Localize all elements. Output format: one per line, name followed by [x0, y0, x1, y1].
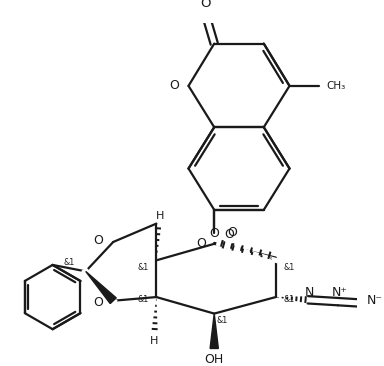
Text: O: O	[209, 227, 219, 240]
Text: O: O	[200, 0, 210, 10]
Text: CH₃: CH₃	[326, 81, 346, 91]
Text: &1: &1	[63, 258, 75, 267]
Text: H: H	[151, 336, 159, 346]
Polygon shape	[210, 314, 218, 348]
Text: N: N	[305, 286, 314, 299]
Text: N⁻: N⁻	[367, 294, 383, 307]
Polygon shape	[86, 271, 116, 303]
Text: OH: OH	[205, 353, 224, 366]
Text: N⁺: N⁺	[332, 286, 348, 299]
Text: O: O	[94, 234, 103, 247]
Text: &1: &1	[283, 295, 294, 304]
Text: O: O	[169, 79, 179, 92]
Text: &1: &1	[217, 317, 228, 325]
Text: &1: &1	[138, 263, 149, 272]
Text: H: H	[156, 211, 164, 221]
Text: O: O	[224, 228, 234, 241]
Text: O: O	[228, 226, 238, 239]
Text: &1: &1	[138, 295, 149, 304]
Text: &1: &1	[283, 263, 294, 272]
Text: O: O	[197, 238, 206, 250]
Text: O: O	[94, 296, 103, 309]
